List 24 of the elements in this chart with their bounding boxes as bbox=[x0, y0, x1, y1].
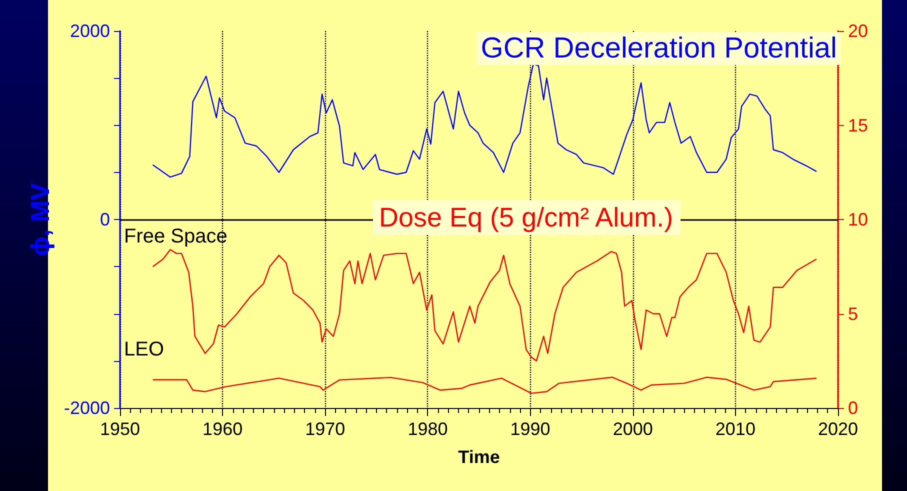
x-tick-label: 2020 bbox=[818, 419, 858, 439]
x-tick-label: 2000 bbox=[612, 419, 653, 439]
y2-tick-label: 0 bbox=[848, 398, 858, 418]
y-tick-label: -2000 bbox=[64, 398, 110, 418]
x-tick-label: 1960 bbox=[202, 419, 243, 439]
y2-tick-label: 5 bbox=[848, 304, 858, 324]
y-axis-title: ϕ, MV bbox=[25, 182, 56, 256]
y2-tick-label: 15 bbox=[848, 115, 868, 136]
x-axis-title: Time bbox=[458, 447, 500, 467]
x-tick-label: 1970 bbox=[305, 419, 346, 439]
annotation: Dose Eq (5 g/cm² Alum.) bbox=[379, 202, 674, 232]
y2-tick-label: 10 bbox=[848, 210, 868, 230]
line-series bbox=[152, 376, 818, 394]
y2-tick-label: 20 bbox=[848, 21, 868, 41]
line-series bbox=[152, 63, 818, 178]
x-tick-label: 1990 bbox=[510, 419, 550, 439]
x-tick-label: 2010 bbox=[715, 419, 756, 439]
series-label: LEO bbox=[124, 338, 164, 361]
y-tick-label: 2000 bbox=[70, 21, 110, 41]
x-tick-label: 1980 bbox=[408, 419, 448, 439]
x-tick-label: 1950 bbox=[100, 419, 140, 439]
y-tick-label: 0 bbox=[100, 210, 110, 230]
chart-title: GCR Deceleration Potential bbox=[480, 32, 838, 64]
series-label: Free Space bbox=[124, 226, 228, 248]
